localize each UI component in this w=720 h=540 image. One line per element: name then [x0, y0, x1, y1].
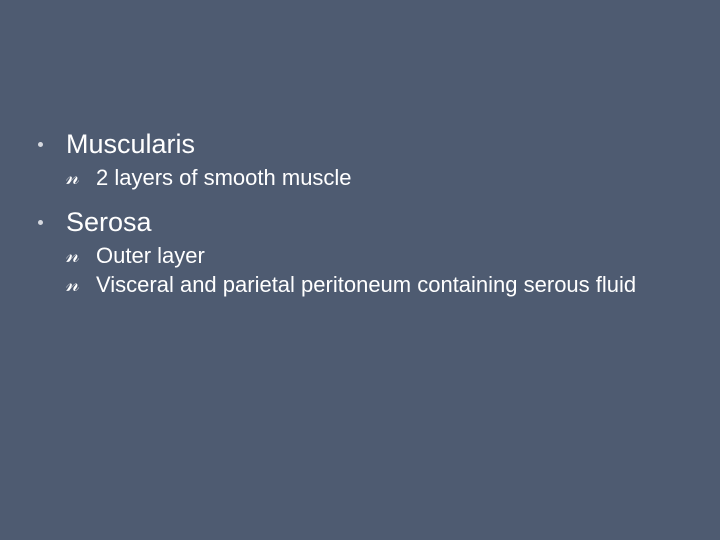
- list-item-label: Visceral and parietal peritoneum contain…: [96, 271, 690, 300]
- bullet-list-level2: 𝓃 Outer layer 𝓃 Visceral and parietal pe…: [66, 242, 690, 299]
- dot-bullet-icon: [38, 142, 43, 147]
- list-item: Serosa 𝓃 Outer layer 𝓃 Visceral and pari…: [30, 206, 690, 299]
- script-bullet-icon: 𝓃: [66, 166, 80, 188]
- script-bullet-icon: 𝓃: [66, 244, 80, 266]
- list-item-label: 2 layers of smooth muscle: [96, 164, 690, 193]
- slide-body: Muscularis 𝓃 2 layers of smooth muscle S…: [30, 128, 690, 313]
- list-item: 𝓃 Outer layer: [66, 242, 690, 271]
- bullet-list-level2: 𝓃 2 layers of smooth muscle: [66, 164, 690, 193]
- bullet-list-level1: Muscularis 𝓃 2 layers of smooth muscle S…: [30, 128, 690, 299]
- list-item: 𝓃 2 layers of smooth muscle: [66, 164, 690, 193]
- list-item-label: Serosa: [66, 207, 152, 237]
- list-item-label: Muscularis: [66, 129, 195, 159]
- slide: Muscularis 𝓃 2 layers of smooth muscle S…: [0, 0, 720, 540]
- list-item: Muscularis 𝓃 2 layers of smooth muscle: [30, 128, 690, 192]
- list-item: 𝓃 Visceral and parietal peritoneum conta…: [66, 271, 690, 300]
- list-item-label: Outer layer: [96, 242, 690, 271]
- script-bullet-icon: 𝓃: [66, 273, 80, 295]
- dot-bullet-icon: [38, 220, 43, 225]
